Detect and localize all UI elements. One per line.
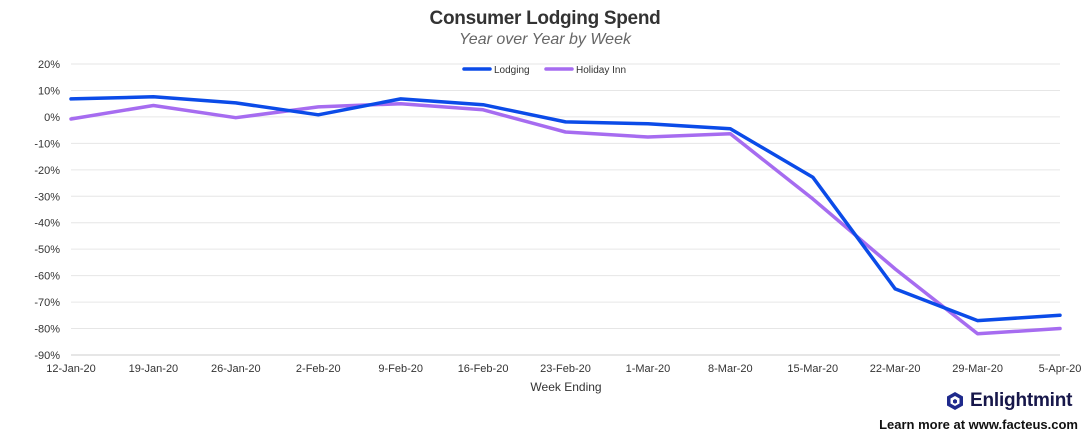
y-tick-label: -60%: [34, 271, 60, 283]
chart-subtitle: Year over Year by Week: [459, 31, 631, 48]
x-tick-label: 12-Jan-20: [46, 363, 96, 375]
x-tick-label: 16-Feb-20: [458, 363, 509, 375]
y-tick-label: 0%: [44, 112, 60, 124]
series-layer: [69, 95, 1062, 336]
x-tick-label: 8-Mar-20: [708, 363, 753, 375]
x-tick-label: 1-Mar-20: [626, 363, 671, 375]
y-tick-label: -40%: [34, 218, 60, 230]
x-tick-label: 5-Apr-20: [1039, 363, 1082, 375]
x-tick-label: 22-Mar-20: [870, 363, 921, 375]
x-tick-label: 19-Jan-20: [129, 363, 179, 375]
chart-title: Consumer Lodging Spend: [429, 8, 661, 29]
axis-layer: 20% 10% 0% -10% -20% -30% -40% -50% -60% -70% -80%…: [34, 59, 1081, 375]
series-line-holiday-inn[interactable]: [69, 101, 1062, 336]
y-tick-label: -70%: [34, 297, 60, 309]
legend-item-holiday-inn[interactable]: Holiday Inn: [544, 65, 626, 76]
y-tick-label: -30%: [34, 191, 60, 203]
legend-item-lodging[interactable]: Lodging: [462, 65, 530, 76]
x-tick-label: 29-Mar-20: [952, 363, 1003, 375]
series-line-lodging[interactable]: [69, 95, 1062, 323]
legend-label: Lodging: [494, 65, 530, 76]
learn-more-link[interactable]: Learn more at www.facteus.com: [879, 417, 1078, 432]
legend: Lodging Holiday Inn: [462, 65, 626, 76]
y-tick-label: -20%: [34, 165, 60, 177]
y-tick-label: -10%: [34, 138, 60, 150]
x-tick-label: 2-Feb-20: [296, 363, 341, 375]
y-tick-label: 10%: [38, 85, 60, 97]
y-tick-label: 20%: [38, 59, 60, 71]
y-tick-label: -90%: [34, 350, 60, 362]
x-tick-label: 9-Feb-20: [378, 363, 423, 375]
legend-label: Holiday Inn: [576, 65, 626, 76]
brand-name: Enlightmint: [970, 390, 1073, 411]
x-tick-label: 15-Mar-20: [787, 363, 838, 375]
grid-layer: [71, 63, 1060, 330]
enlightmint-logo-icon: [947, 392, 963, 410]
x-axis-title: Week Ending: [530, 380, 601, 394]
y-tick-label: -80%: [34, 324, 60, 336]
brand[interactable]: Enlightmint: [945, 388, 1072, 414]
x-tick-label: 23-Feb-20: [540, 363, 591, 375]
x-tick-label: 26-Jan-20: [211, 363, 261, 375]
y-tick-label: -50%: [34, 244, 60, 256]
